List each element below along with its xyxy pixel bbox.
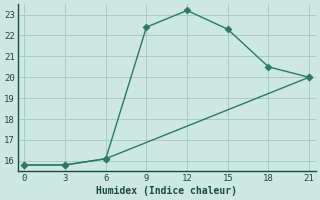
X-axis label: Humidex (Indice chaleur): Humidex (Indice chaleur) [96, 186, 237, 196]
